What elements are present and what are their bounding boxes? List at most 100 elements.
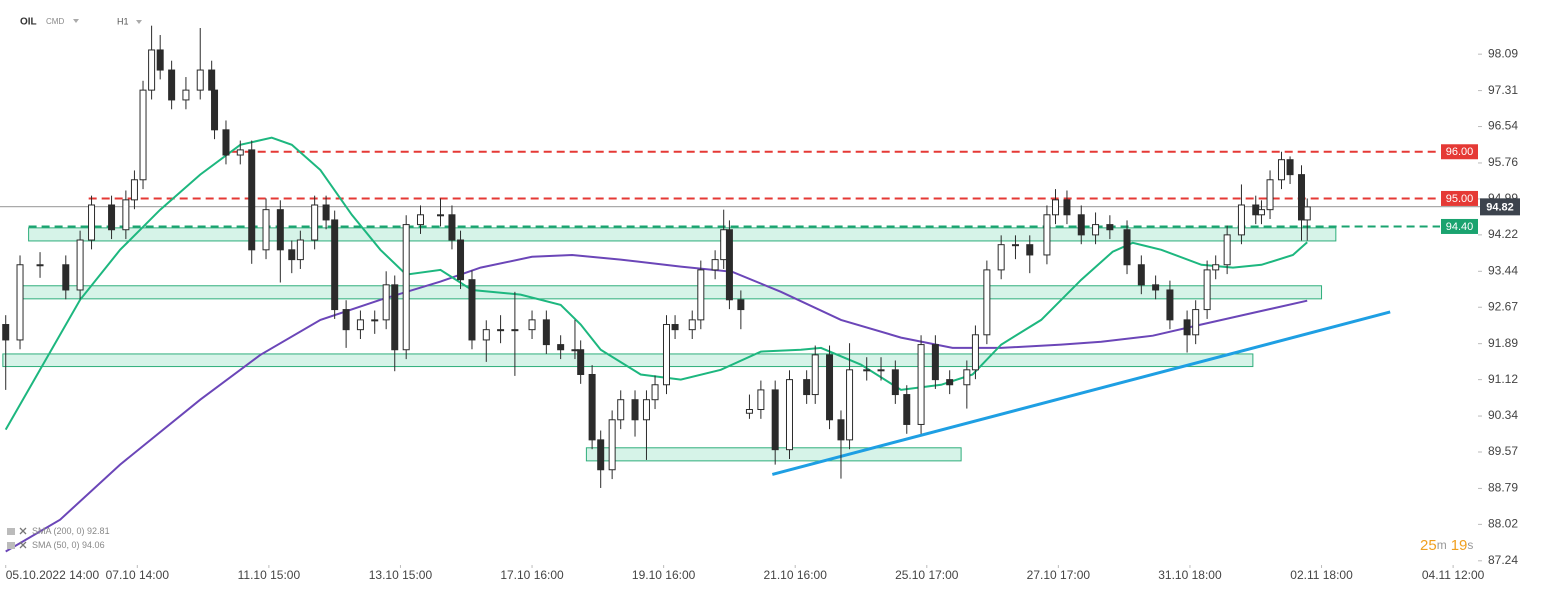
candle-body [130,179,138,201]
x-tick-label: 05.10.2022 14:00 [6,568,100,582]
level-label: 95.00 [1446,193,1474,205]
candle-body [662,324,670,386]
y-tick-label: 93.44 [1488,263,1518,277]
candle-body [211,89,219,131]
legend-name: SMA (200, 0) [32,526,85,536]
x-tick-label: 11.10 15:00 [238,568,301,582]
y-tick-label: 98.09 [1488,46,1518,60]
level-label-box [1441,218,1478,234]
candle-body [1011,244,1019,247]
legend-name: SMA (50, 0) [32,540,80,550]
candle-body [877,369,885,372]
candle-body [122,199,130,231]
candle-body [311,204,319,241]
x-tick-label: 13.10 15:00 [369,568,433,582]
candle-body [946,379,954,386]
x-tick-label: 04.11 12:00 [1422,568,1485,582]
candle-body [725,229,733,301]
candle-body [1152,284,1160,291]
candle-body [1052,199,1060,216]
candle-body [1092,224,1100,236]
candle-body [671,324,679,331]
candle-body [711,259,719,271]
candle-body [1223,234,1231,266]
candle-body [697,269,705,321]
y-tick-label: 96.54 [1488,119,1518,133]
candle-body [597,439,605,471]
candle-body [16,264,24,341]
candle-body [1303,206,1311,221]
y-tick-label: 88.79 [1488,481,1518,495]
candle-body [156,49,164,71]
candle-body [416,214,424,226]
candle-body [288,249,296,261]
candle-body [737,299,745,311]
current-price-box [1480,198,1520,216]
candle-body [236,149,244,156]
y-tick-label: 91.12 [1488,372,1518,386]
y-tick-label: 94.22 [1488,227,1518,241]
legend-icon [7,528,15,535]
candle-body [1257,209,1265,216]
candle-body [448,214,456,241]
level-label-box [1441,144,1478,160]
candle-body [148,49,156,91]
candle-body [402,224,410,351]
candle-body [139,89,147,181]
level-label-box [1441,190,1478,206]
candle-body [557,344,565,351]
candle-body [1026,244,1034,256]
countdown-value: 25 [1420,537,1437,554]
candle-body [342,309,350,331]
candle-body [846,369,854,441]
x-tick-label: 27.10 17:00 [1027,568,1091,582]
candle-body [482,329,490,341]
level-label: 96.00 [1446,146,1474,158]
candle-body [771,389,779,451]
legend-value: 92.81 [87,526,110,536]
timeframe-caret[interactable] [136,20,142,24]
countdown-unit: s [1467,538,1473,552]
x-tick-label: 25.10 17:00 [895,568,959,582]
candle-body [208,69,216,91]
candle-body [1266,179,1274,211]
candle-body [588,373,596,441]
candle-body [248,149,256,251]
y-tick-label: 90.34 [1488,408,1518,422]
x-tick-label: 31.10 18:00 [1158,568,1222,582]
sma-line [5,253,1308,553]
candle-body [963,369,971,386]
candle-body [577,349,585,375]
symbol[interactable]: OIL [20,17,37,28]
candle-body [62,264,70,291]
candle-body [262,209,270,251]
candle-body [371,319,379,322]
y-tick-label: 97.31 [1488,83,1518,97]
timeframe[interactable]: H1 [117,16,129,26]
candle-body [863,369,871,372]
legend-close[interactable] [19,541,27,549]
candle-body [745,409,753,414]
countdown: 25m 19s [1420,537,1473,554]
market-caret[interactable] [73,19,79,23]
candle-body [891,369,899,396]
candle-body [2,324,10,341]
candle-body [511,329,519,332]
candle-body [168,69,176,101]
candle-body [182,89,190,101]
candle-body [222,129,230,156]
level-label: 94.40 [1446,221,1474,233]
legend-close[interactable] [19,527,27,535]
candle-body [837,419,845,441]
sma-line [4,136,1308,431]
candle-body [803,379,811,396]
candle-body [608,419,616,471]
candle-body [720,229,728,261]
candle-body [196,69,204,91]
candle-body [1203,269,1211,311]
candle-body [631,399,639,421]
candle-body [997,244,1005,271]
x-tick-label: 21.10 16:00 [764,568,828,582]
candle-body [1192,309,1200,336]
